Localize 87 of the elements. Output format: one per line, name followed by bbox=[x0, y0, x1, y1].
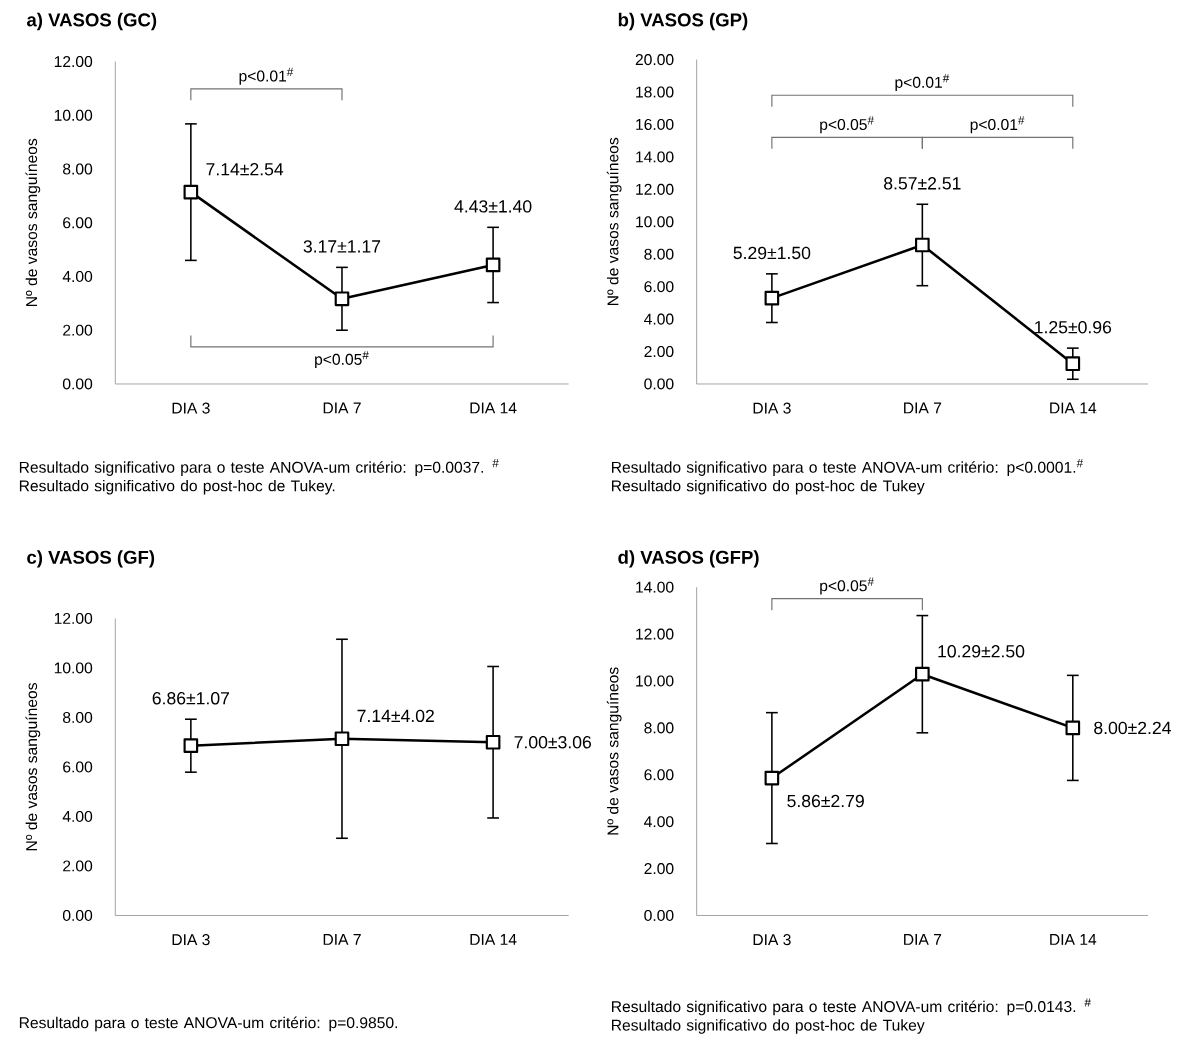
point bbox=[1065, 356, 1081, 371]
y-tick-label: 4.00 bbox=[644, 816, 674, 828]
point bbox=[183, 738, 199, 753]
annotation: p<0.01$^{#}$ bbox=[239, 67, 294, 85]
x-tick-label: DIA 14 bbox=[1050, 402, 1097, 414]
y-tick-label: 12.00 bbox=[54, 55, 93, 67]
y-tick-label: 2.00 bbox=[644, 862, 674, 874]
data-label: 3.17±1.17 bbox=[303, 240, 381, 253]
point bbox=[334, 291, 350, 306]
x-tick-label: DIA 3 bbox=[172, 933, 210, 946]
data-label: 7.14±4.02 bbox=[357, 709, 434, 722]
data-label: 10.29±2.50 bbox=[938, 644, 1025, 658]
point bbox=[764, 770, 780, 786]
point bbox=[485, 734, 501, 750]
annotation: p<0.05$^{#}$ bbox=[315, 351, 369, 368]
y-tick-label: 10.00 bbox=[636, 675, 674, 687]
x-tick-label: DIA 7 bbox=[323, 402, 361, 414]
point bbox=[334, 731, 350, 746]
y-tick-label: 6.00 bbox=[63, 761, 93, 773]
x-tick-label: DIA 3 bbox=[172, 402, 210, 414]
annotation: p<0.05$^{#}$ bbox=[820, 116, 874, 133]
y-axis-title: Nº de vasos sanguíneos bbox=[25, 138, 41, 306]
y-tick-label: 14.00 bbox=[636, 151, 674, 163]
chart-title: d) VASOS (GFP) bbox=[618, 550, 759, 568]
y-axis-title: Nº de vasos sanguíneos bbox=[25, 682, 41, 851]
data-label: 5.86±2.79 bbox=[787, 794, 864, 808]
x-tick-label: DIA 14 bbox=[470, 402, 517, 414]
text: Resultado para o teste ANOVA-um critério: p=0.9850. bbox=[19, 1016, 398, 1032]
x-tick-label: DIA 7 bbox=[904, 402, 942, 414]
y-tick-label: 4.00 bbox=[62, 270, 93, 282]
y-tick-label: 0.00 bbox=[644, 909, 674, 921]
data-label: 1.25±0.96 bbox=[1035, 320, 1112, 334]
text: Resultado significativo para o teste ANOVA-um critério: p<0.0001.$^{#}$ Resultado significativo do post-hoc de Tukey bbox=[612, 458, 1084, 495]
y-tick-label: 20.00 bbox=[635, 53, 674, 65]
y-tick-label: 2.00 bbox=[63, 860, 93, 872]
text: Resultado significativo para o teste ANOVA-um critério: p=0.0037. $^{#}$ Resultado significativo do post-hoc de Tukey. bbox=[19, 458, 499, 495]
chart-title: b) VASOS (GP) bbox=[618, 12, 748, 30]
y-tick-label: 12.00 bbox=[54, 612, 93, 624]
x-tick-label: DIA 7 bbox=[323, 933, 361, 945]
annotation: p<0.05$^{#}$ bbox=[820, 577, 874, 595]
y-tick-label: 2.00 bbox=[63, 324, 93, 336]
point bbox=[915, 666, 930, 682]
y-tick-label: 6.00 bbox=[644, 280, 674, 293]
y-tick-label: 14.00 bbox=[636, 581, 674, 593]
y-tick-label: 12.00 bbox=[636, 183, 674, 195]
x-tick-label: DIA 3 bbox=[753, 402, 791, 414]
y-tick-label: 12.00 bbox=[636, 628, 674, 640]
y-tick-label: 10.00 bbox=[54, 109, 93, 121]
x-tick-label: DIA 14 bbox=[470, 933, 517, 945]
y-axis-title: Nº de vasos sanguíneos bbox=[606, 667, 622, 835]
chart-title: c) VASOS (GF) bbox=[27, 550, 155, 568]
data-label: 7.14±2.54 bbox=[206, 162, 284, 176]
chart-title: a) VASOS (GC) bbox=[27, 12, 157, 30]
y-tick-label: 8.00 bbox=[644, 248, 674, 260]
point bbox=[915, 237, 930, 253]
point bbox=[1065, 720, 1081, 736]
y-tick-label: 10.00 bbox=[54, 662, 93, 674]
y-tick-label: 10.00 bbox=[636, 216, 674, 228]
y-tick-label: 2.00 bbox=[644, 345, 674, 357]
y-tick-label: 6.00 bbox=[644, 769, 674, 781]
y-tick-label: 6.00 bbox=[63, 217, 93, 229]
text: Resultado significativo para o teste ANOVA-um critério: p=0.0143. $^{#}$ Resultado significativo do post-hoc de Tukey bbox=[612, 998, 1091, 1034]
point bbox=[764, 290, 780, 306]
annotation: p<0.01$^{#}$ bbox=[895, 74, 950, 91]
data-label: 4.43±1.40 bbox=[454, 199, 532, 213]
y-tick-label: 18.00 bbox=[636, 86, 674, 98]
y-axis-title: Nº de vasos sanguíneos bbox=[606, 137, 622, 305]
y-tick-label: 8.00 bbox=[63, 711, 93, 723]
y-tick-label: 16.00 bbox=[636, 118, 674, 130]
data-label: 5.29±1.50 bbox=[733, 246, 811, 259]
x-tick-label: DIA 3 bbox=[753, 933, 791, 946]
data-label: 8.57±2.51 bbox=[884, 176, 961, 190]
y-tick-label: 8.00 bbox=[63, 163, 93, 175]
x-tick-label: DIA 7 bbox=[904, 933, 942, 945]
point bbox=[183, 184, 199, 200]
y-tick-label: 4.00 bbox=[62, 810, 93, 822]
y-tick-label: 8.00 bbox=[644, 722, 674, 734]
x-tick-label: DIA 14 bbox=[1050, 933, 1097, 945]
data-label: 6.86±1.07 bbox=[152, 691, 230, 705]
annotation: p<0.01$^{#}$ bbox=[970, 116, 1025, 133]
y-tick-label: 0.00 bbox=[644, 378, 674, 390]
data-label: 8.00±2.24 bbox=[1094, 721, 1171, 734]
y-tick-label: 0.00 bbox=[62, 378, 93, 390]
y-tick-label: 0.00 bbox=[62, 909, 93, 921]
point bbox=[485, 257, 501, 273]
y-tick-label: 4.00 bbox=[644, 313, 674, 325]
data-label: 7.00±3.06 bbox=[514, 735, 592, 749]
